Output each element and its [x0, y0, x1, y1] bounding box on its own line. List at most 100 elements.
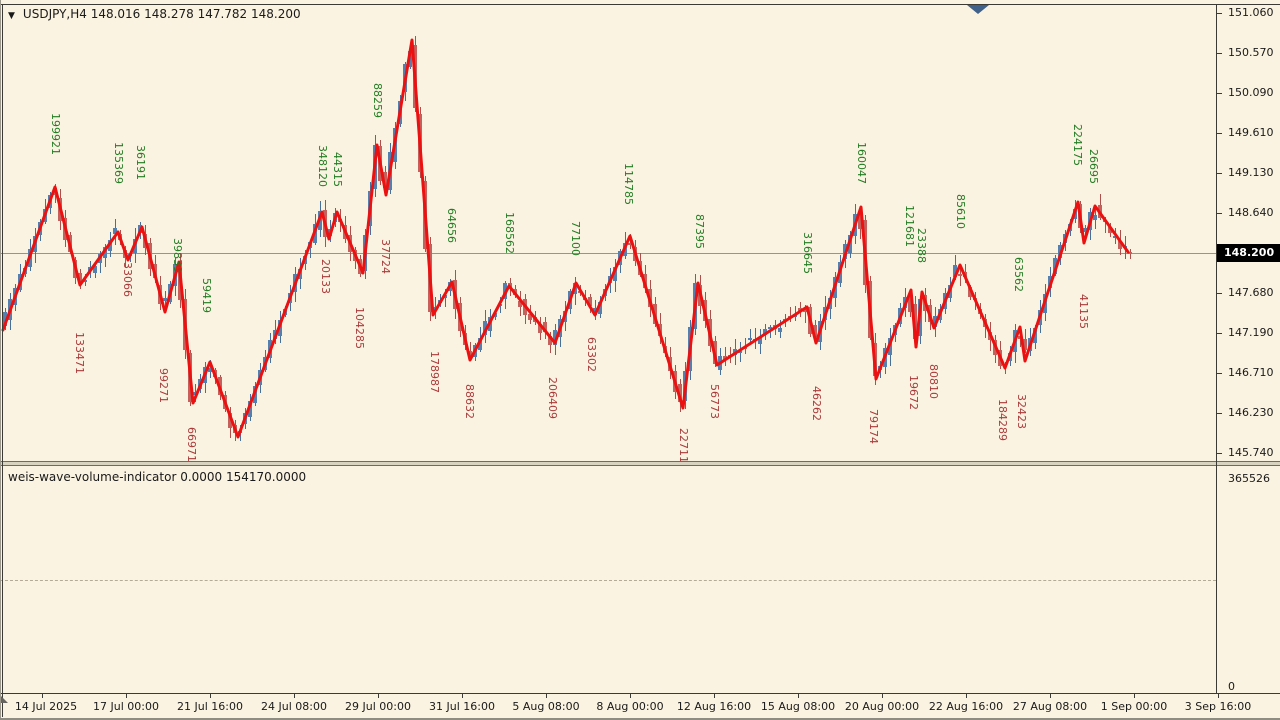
wave-label-down: 206409 — [546, 377, 559, 419]
price-tick — [1217, 93, 1222, 94]
indicator-scale-max: 365526 — [1228, 472, 1270, 485]
time-tick — [714, 694, 715, 698]
current-price-badge: 148.200 — [1217, 244, 1280, 262]
price-label: 147.190 — [1228, 326, 1274, 339]
time-axis[interactable]: 14 Jul 2025 17 Jul 00:00 21 Jul 16:00 24 Ju… — [0, 694, 1280, 720]
candle — [1083, 228, 1087, 232]
wave-label-up: 168562 — [503, 212, 516, 254]
candle — [548, 335, 552, 345]
candle — [1128, 252, 1132, 255]
candle — [113, 227, 117, 235]
wave-label-down: 99271 — [157, 368, 170, 403]
price-tick — [1217, 13, 1222, 14]
wave-label-up: 44315 — [331, 152, 344, 187]
time-label: 5 Aug 08:00 — [512, 700, 580, 713]
price-tick — [1217, 53, 1222, 54]
wave-label-down: 66971 — [185, 427, 198, 461]
weis-wave-zigzag — [1, 38, 1130, 439]
price-label: 148.640 — [1228, 206, 1274, 219]
candle — [803, 310, 807, 313]
wave-label-down: 41135 — [1077, 294, 1090, 329]
chart-scroll-marker-icon[interactable] — [967, 5, 989, 14]
time-label: 20 Aug 00:00 — [844, 700, 920, 713]
candle — [958, 274, 962, 277]
panel-divider-bottom — [0, 465, 1280, 466]
wave-label-down: 20133 — [319, 259, 332, 294]
time-label: 3 Sep 16:00 — [1184, 700, 1252, 713]
wave-label-down: 46262 — [810, 386, 823, 421]
price-tick — [1217, 413, 1222, 414]
candle — [78, 273, 82, 284]
wave-label-up: 23388 — [915, 228, 928, 263]
time-tick — [546, 694, 547, 698]
time-label: 17 Jul 00:00 — [93, 700, 159, 713]
main-price-chart[interactable]: 199921 135369 36191 39839 59419 348120 44315 88… — [0, 0, 1216, 461]
wave-label-down: 37724 — [379, 239, 392, 274]
time-label: 22 Aug 16:00 — [928, 700, 1004, 713]
candle — [1023, 339, 1027, 350]
candle — [553, 330, 557, 346]
time-label: 1 Sep 00:00 — [1100, 700, 1168, 713]
wave-label-down: 104285 — [353, 307, 366, 349]
wave-label-up: 160047 — [855, 142, 868, 184]
price-tick — [1217, 453, 1222, 454]
candle — [1108, 226, 1112, 234]
window-left-edge — [0, 0, 1, 720]
candle — [538, 324, 542, 333]
wave-label-down: 33066 — [121, 262, 134, 297]
candle-wick — [1105, 217, 1106, 233]
price-scale[interactable]: 151.060 150.570 150.090 149.610 149.130 148.6… — [1216, 4, 1280, 694]
wave-label-up: 121681 — [903, 205, 916, 247]
current-price-line — [0, 253, 1216, 254]
wave-label-down: 133471 — [73, 332, 86, 374]
candle — [1093, 215, 1097, 220]
wave-label-down: 22711 — [677, 428, 690, 461]
wave-label-up: 135369 — [112, 142, 125, 184]
time-label: 8 Aug 00:00 — [596, 700, 664, 713]
time-tick — [210, 694, 211, 698]
price-tick — [1217, 133, 1222, 134]
candle — [1118, 240, 1122, 249]
candle-wick — [310, 239, 311, 259]
candle — [908, 296, 912, 312]
panel-divider[interactable] — [0, 462, 1280, 465]
wave-label-up: 87395 — [693, 214, 706, 249]
time-label: 14 Jul 2025 — [14, 700, 78, 713]
candle — [748, 338, 752, 341]
candle — [1018, 336, 1022, 339]
price-label: 149.130 — [1228, 166, 1274, 179]
price-label: 145.740 — [1228, 446, 1274, 459]
price-label: 147.680 — [1228, 286, 1274, 299]
wave-label-up: 39839 — [171, 238, 184, 273]
wave-label-up: 85610 — [954, 194, 967, 229]
wave-label-up: 59419 — [200, 278, 213, 313]
price-tick — [1217, 173, 1222, 174]
candle — [228, 412, 232, 428]
price-tick — [1217, 373, 1222, 374]
candle-wick — [750, 328, 751, 345]
candle — [763, 328, 767, 336]
candle — [953, 265, 957, 278]
indicator-scale-min: 0 — [1228, 680, 1235, 693]
wave-label-up: 64656 — [445, 208, 458, 243]
chart-top-border — [0, 4, 1280, 5]
candle — [613, 267, 617, 282]
candle — [528, 313, 532, 321]
indicator-title: weis-wave-volume-indicator 0.0000 154170… — [8, 470, 307, 484]
candle — [768, 327, 772, 330]
time-label: 24 Jul 08:00 — [261, 700, 327, 713]
wave-label-up: 199921 — [49, 113, 62, 155]
wave-label-down: 184289 — [996, 399, 1009, 441]
wave-label-up: 36191 — [134, 145, 147, 180]
symbol-dropdown-icon[interactable]: ▼ — [8, 11, 15, 21]
candle — [1113, 235, 1117, 238]
time-tick — [1050, 694, 1051, 698]
time-label: 21 Jul 16:00 — [177, 700, 243, 713]
weis-wave-indicator-panel[interactable]: weis-wave-volume-indicator 0.0000 154170… — [0, 466, 1216, 693]
time-tick — [966, 694, 967, 698]
price-label: 146.230 — [1228, 406, 1274, 419]
wave-label-up: 224175 — [1071, 124, 1084, 166]
candle-wick — [165, 291, 166, 312]
candle — [248, 401, 252, 418]
price-label: 150.090 — [1228, 86, 1274, 99]
